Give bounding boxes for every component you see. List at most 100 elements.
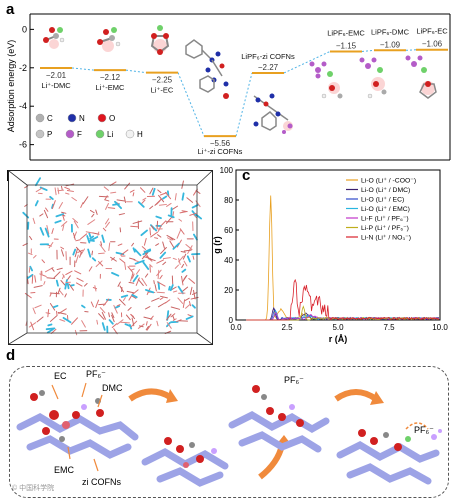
rdf-y-tick-label: 40 bbox=[224, 256, 233, 265]
arrow-3 bbox=[334, 389, 378, 402]
a-tick-label: -2 bbox=[19, 63, 27, 73]
cluster-4 bbox=[336, 429, 442, 485]
energy-value: −5.56 bbox=[210, 139, 231, 148]
a-connector bbox=[177, 72, 205, 137]
rdf-x-tick-label: 2.5 bbox=[281, 323, 293, 332]
rdf-chart: c 0.0 2.5 5.0 7.5 10.0 0 20 40 60 80 100 r (Å) g (r)… bbox=[212, 166, 448, 344]
legend-atom-swatch bbox=[125, 129, 135, 139]
label-pf6-1: PF₆⁻ bbox=[86, 369, 106, 379]
rdf-ylabel: g (r) bbox=[212, 236, 222, 254]
label-zi-cofns: zi COFNs bbox=[82, 477, 121, 487]
energy-level-label: Li⁺-DMC bbox=[41, 81, 71, 90]
legend-atom-swatch bbox=[95, 129, 105, 139]
molecule-zi-cofns-top bbox=[185, 39, 229, 99]
rdf-y-tick-label: 80 bbox=[224, 196, 233, 205]
a-tick-label: -6 bbox=[19, 140, 27, 150]
rdf-y-tick-label: 0 bbox=[229, 316, 234, 325]
rdf-legend-label: Li-P (Li⁺ / PF₆⁻) bbox=[361, 225, 409, 232]
energy-value: −2.25 bbox=[152, 76, 173, 85]
cluster-2 bbox=[141, 437, 229, 487]
a-tick-label: 0 bbox=[22, 24, 27, 34]
label-ec: EC bbox=[54, 371, 67, 381]
rdf-legend-label: Li-O (Li⁺ / DMC) bbox=[361, 187, 410, 194]
a-connector bbox=[235, 72, 253, 137]
label-pf6-3: PF₆⁻ bbox=[414, 425, 434, 435]
energy-level-label: LiPF₆-zi COFNs bbox=[241, 52, 295, 61]
molecule-li-ec bbox=[150, 25, 170, 55]
rdf-legend-label: Li-O (Li⁺ / EC) bbox=[361, 197, 404, 204]
rdf-x-tick-label: 10.0 bbox=[432, 323, 448, 332]
energy-value: −2.12 bbox=[100, 73, 121, 82]
panel-d-label: d bbox=[6, 347, 16, 364]
panel-a-label: a bbox=[6, 1, 15, 18]
a-connector bbox=[283, 51, 331, 74]
rdf-series-line bbox=[246, 278, 440, 321]
pf6-release-arrow bbox=[405, 422, 429, 430]
rdf-legend-label: Li-O (Li⁺ / -COO⁻) bbox=[361, 178, 416, 185]
rdf-y-tick-label: 20 bbox=[224, 286, 233, 295]
energy-value: −1.09 bbox=[380, 40, 401, 49]
rdf-series bbox=[246, 195, 440, 321]
rdf-legend: Li-O (Li⁺ / -COO⁻) Li-O (Li⁺ / DMC) Li-O (… bbox=[346, 178, 416, 242]
energy-level-label: LiPF₆-EMC bbox=[327, 28, 365, 37]
a-connector bbox=[405, 49, 417, 51]
molecule-li-emc bbox=[97, 27, 121, 52]
rdf-legend-label: Li-F (Li⁺ / PF₆⁻) bbox=[361, 216, 409, 223]
legend-atom-swatch bbox=[35, 113, 45, 123]
molecule-lipf6-emc bbox=[309, 61, 343, 99]
a-connector bbox=[361, 49, 375, 52]
energy-level-label: LiPF₆-DMC bbox=[371, 27, 410, 36]
a-tick-label: -4 bbox=[19, 101, 27, 111]
adsorption-energy-chart: a Adsorption energy (eV) 0-2-4-6 −2.01Li… bbox=[6, 1, 451, 161]
legend-atom-swatch bbox=[67, 113, 77, 123]
arrow-1 bbox=[128, 388, 172, 402]
a-connector bbox=[125, 69, 147, 74]
md-simulation-snapshot bbox=[8, 170, 213, 345]
element-legend: C N O P F Li H bbox=[35, 113, 143, 139]
rdf-legend-label: Li-N (Li⁺ / NO₃⁻) bbox=[361, 235, 411, 242]
legend-atom-swatch bbox=[97, 113, 107, 123]
panel-c-label: c bbox=[242, 167, 250, 184]
molecule-lipf6-dmc bbox=[359, 57, 387, 99]
legend-atom-label: C bbox=[47, 114, 53, 123]
energy-value: −2.01 bbox=[46, 71, 67, 80]
rdf-axes: 0.0 2.5 5.0 7.5 10.0 0 20 40 60 80 100 r (Å) g (r) bbox=[212, 166, 448, 344]
legend-atom-swatch bbox=[65, 129, 75, 139]
rdf-x-tick-label: 0.0 bbox=[230, 323, 242, 332]
legend-atom-label: F bbox=[77, 130, 82, 139]
label-pf6-2: PF₆⁻ bbox=[284, 375, 304, 385]
legend-atom-label: Li bbox=[107, 130, 113, 139]
legend-atom-label: N bbox=[79, 114, 85, 123]
a-ylabel: Adsorption energy (eV) bbox=[6, 40, 16, 133]
energy-value: −1.06 bbox=[422, 40, 443, 49]
rdf-x-tick-label: 7.5 bbox=[383, 323, 395, 332]
rdf-legend-label: Li-O (Li⁺ / EMC) bbox=[361, 206, 410, 213]
cluster-3 bbox=[228, 385, 330, 453]
arrow-2 bbox=[258, 444, 285, 480]
molecule-li-dmc bbox=[43, 27, 65, 49]
a-y-ticks: 0 -2 -4 -6 bbox=[19, 24, 34, 150]
energy-level-label: Li⁺-zi COFNs bbox=[198, 147, 243, 156]
molecule-lipf6-ec bbox=[405, 55, 437, 99]
label-emc: EMC bbox=[54, 465, 74, 475]
molecule-lipf6-zi-cofns bbox=[253, 93, 293, 134]
energy-value: −1.15 bbox=[336, 41, 357, 50]
energy-level-label: Li⁺-EMC bbox=[96, 83, 126, 92]
watermark: © 中国科学院 bbox=[12, 485, 55, 492]
rdf-series-line bbox=[246, 195, 439, 321]
rdf-y-tick-label: 60 bbox=[224, 226, 233, 235]
a-connector-lines bbox=[71, 49, 417, 137]
simulation-box-image bbox=[9, 171, 212, 344]
energy-value: −2.27 bbox=[258, 63, 279, 72]
legend-atom-swatch bbox=[35, 129, 45, 139]
rdf-xlabel: r (Å) bbox=[329, 334, 348, 344]
cluster-1 bbox=[16, 390, 139, 459]
mechanism-drawing bbox=[16, 382, 442, 487]
legend-atom-label: P bbox=[47, 130, 52, 139]
mechanism-schematic: EC PF₆⁻ DMC EMC zi COFNs PF₆⁻ PF₆⁻ © 中国科… bbox=[9, 366, 449, 498]
label-dmc: DMC bbox=[102, 383, 123, 393]
legend-atom-label: O bbox=[109, 114, 115, 123]
a-connector bbox=[71, 67, 95, 71]
rdf-y-tick-label: 100 bbox=[220, 166, 234, 175]
